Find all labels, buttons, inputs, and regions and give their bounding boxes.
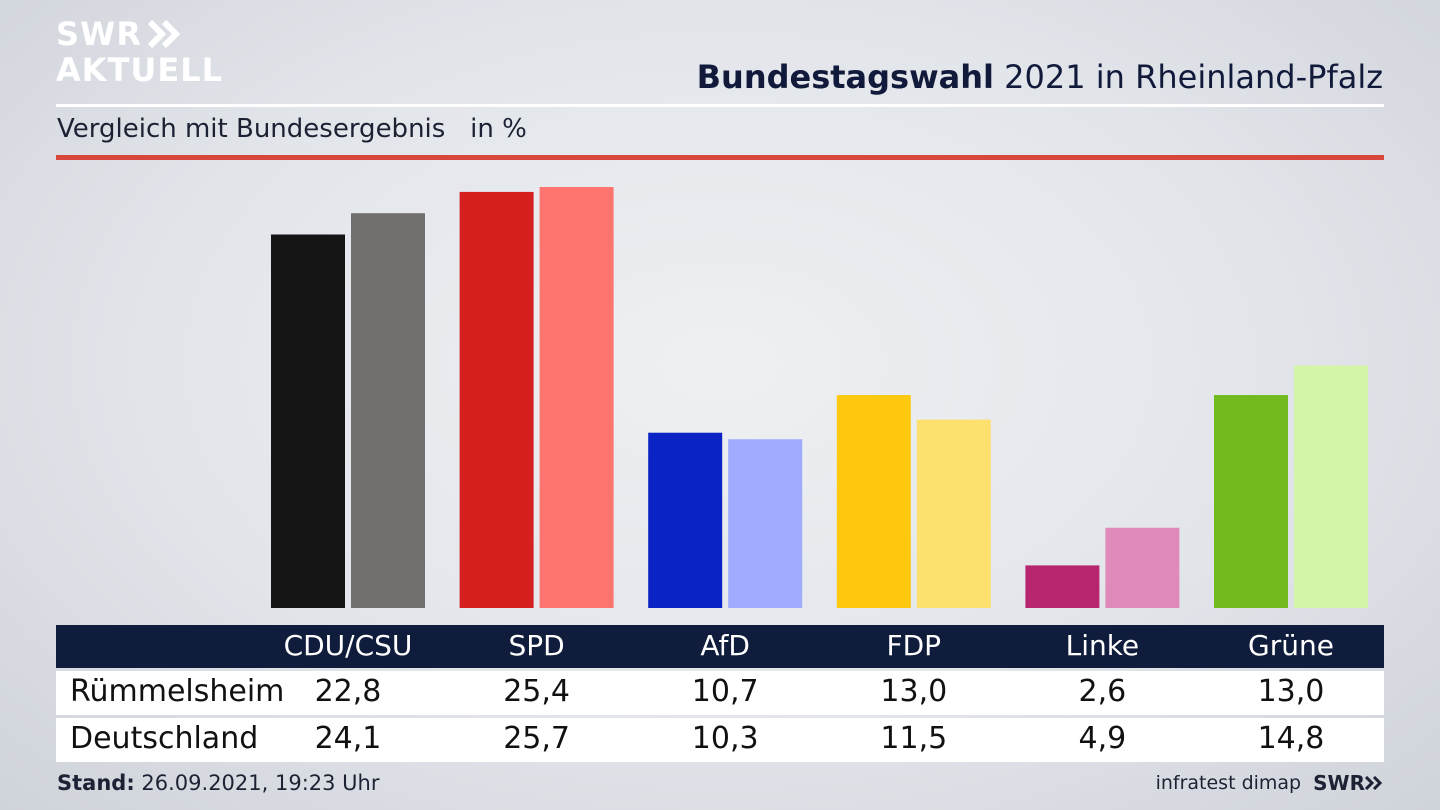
bar-national-4 xyxy=(1105,527,1180,608)
bar-national-1 xyxy=(539,187,614,608)
title-divider xyxy=(56,104,1384,107)
swr-brand: SWR xyxy=(1313,771,1383,795)
value-cell: 11,5 xyxy=(880,721,948,756)
chart-subtitle: Vergleich mit Bundesergebnis in % xyxy=(57,114,527,144)
value-cell: 2,6 xyxy=(1078,674,1127,709)
stand-label: Stand: xyxy=(57,771,135,795)
title-rest: 2021 in Rheinland-Pfalz xyxy=(994,58,1383,96)
party-header: SPD xyxy=(508,629,565,662)
party-header: FDP xyxy=(886,629,942,662)
value-cell: 25,7 xyxy=(503,721,570,756)
value-cell: 13,0 xyxy=(1257,674,1325,709)
table-header-row: CDU/CSU SPD AfD FDP Linke Grüne xyxy=(56,625,1384,668)
bar-local-2 xyxy=(648,432,723,608)
value-cell: 10,7 xyxy=(691,674,759,709)
bar-local-3 xyxy=(836,395,911,608)
bar-local-0 xyxy=(271,234,345,608)
stand-value: 26.09.2021, 19:23 Uhr xyxy=(134,771,380,795)
bar-national-2 xyxy=(728,439,803,608)
value-cell: 4,9 xyxy=(1078,721,1127,756)
timestamp: Stand: 26.09.2021, 19:23 Uhr xyxy=(57,771,380,795)
bar-local-4 xyxy=(1025,565,1100,608)
value-cell: 13,0 xyxy=(880,674,948,709)
logo-line2: AKTUELL xyxy=(56,51,224,89)
row-label: Deutschland xyxy=(70,721,259,756)
title-bold: Bundestagswahl xyxy=(696,58,994,96)
row-label: Rümmelsheim xyxy=(70,674,285,709)
bar-national-0 xyxy=(351,213,425,608)
page-title: Bundestagswahl 2021 in Rheinland-Pfalz xyxy=(697,58,1383,96)
bar-national-3 xyxy=(916,419,991,608)
swr-aktuell-logo: SWR AKTUELL xyxy=(56,16,223,88)
party-header: CDU/CSU xyxy=(283,629,413,662)
value-cell: 10,3 xyxy=(691,721,759,756)
source-label: infratest dimap xyxy=(1155,772,1302,794)
value-cell: 25,4 xyxy=(503,674,570,709)
logo-line1: SWR xyxy=(56,15,142,53)
bar-national-5 xyxy=(1294,365,1368,608)
value-cell: 14,8 xyxy=(1257,721,1325,756)
table-row: Deutschland 24,1 25,7 10,3 11,5 4,9 14,8 xyxy=(56,718,1384,762)
results-table: CDU/CSU SPD AfD FDP Linke Grüne Rümmelsheim 2… xyxy=(56,625,1384,762)
party-header: AfD xyxy=(700,629,750,662)
value-cell: 24,1 xyxy=(314,721,382,756)
swr-brand-text: SWR xyxy=(1313,771,1365,795)
bar-local-1 xyxy=(459,191,534,608)
source-credit: infratest dimap SWR xyxy=(1156,771,1383,795)
party-header: Linke xyxy=(1065,629,1140,662)
bar-local-5 xyxy=(1214,395,1288,608)
double-chevron-icon xyxy=(147,20,181,48)
accent-divider xyxy=(56,155,1384,160)
table-row: Rümmelsheim 22,8 25,4 10,7 13,0 2,6 13,0 xyxy=(56,671,1384,715)
value-cell: 22,8 xyxy=(314,674,382,709)
double-chevron-icon xyxy=(1365,776,1383,790)
party-header: Grüne xyxy=(1248,629,1334,662)
